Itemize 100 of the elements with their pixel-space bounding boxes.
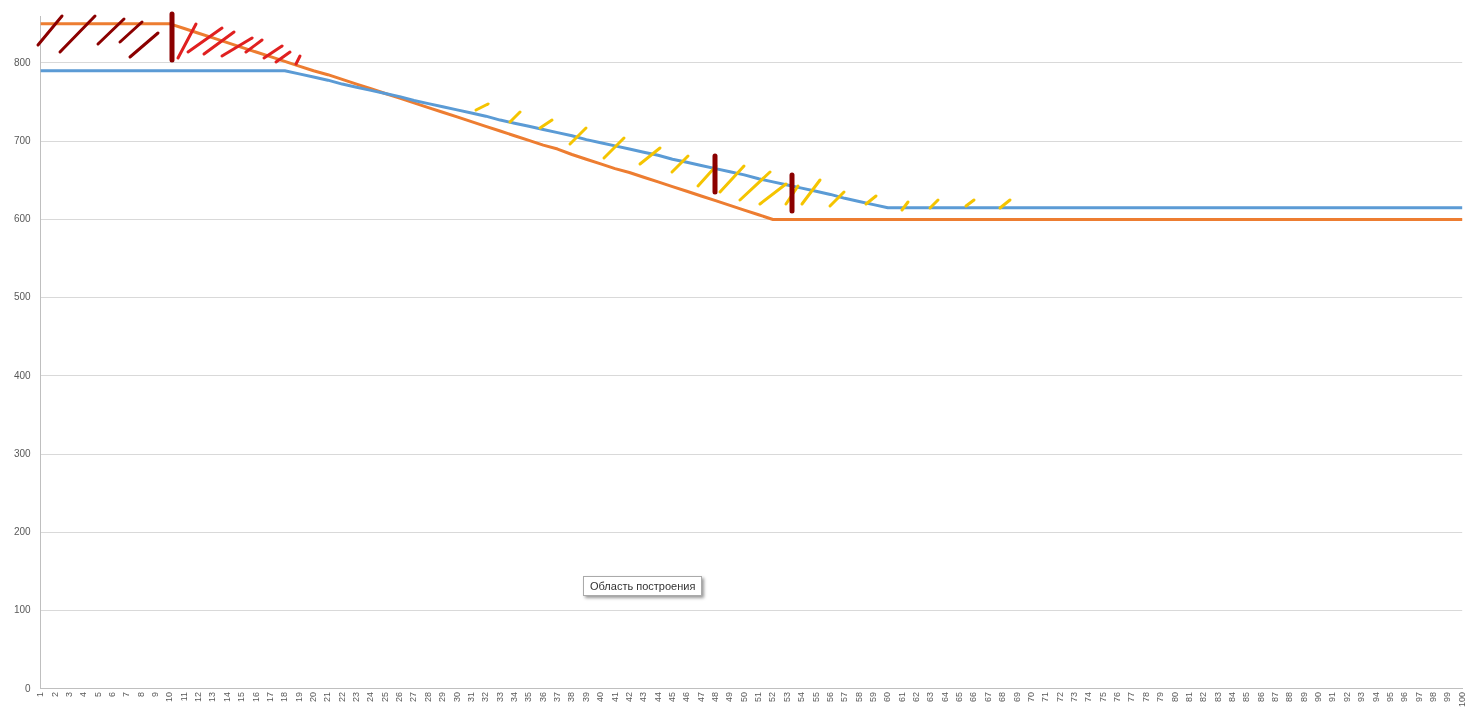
x-tick-label: 57 [839,691,850,702]
x-tick-label: 7 [121,691,132,697]
x-tick-label: 59 [867,691,878,702]
x-tick-label: 87 [1270,691,1281,702]
x-tick-label: 76 [1112,691,1123,702]
x-tick-label: 79 [1155,691,1166,702]
x-tick-label: 2 [49,691,60,697]
x-tick-label: 95 [1384,691,1395,702]
x-tick-label: 38 [566,691,577,702]
y-tick-label: 700 [14,134,32,146]
x-tick-label: 64 [939,691,950,702]
x-tick-label: 35 [523,691,534,702]
x-tick-label: 73 [1069,691,1079,702]
x-tick-label: 31 [465,691,476,702]
x-tick-label: 71 [1040,691,1051,702]
x-tick-label: 18 [279,691,290,702]
x-tick-label: 58 [853,691,864,702]
x-tick-label: 44 [652,691,663,702]
x-tick-label: 100 [1456,691,1467,708]
y-tick-label: 100 [14,604,32,616]
x-tick-label: 8 [135,691,146,697]
x-tick-label: 67 [982,691,993,702]
y-tick-label: 300 [14,447,32,459]
x-tick-label: 82 [1198,691,1209,702]
x-tick-label: 60 [882,691,893,702]
x-tick-label: 36 [537,691,548,702]
x-tick-label: 62 [911,691,922,702]
x-tick-label: 47 [695,691,706,702]
x-tick-label: 65 [954,691,965,702]
x-tick-label: 6 [106,691,117,697]
x-tick-label: 94 [1370,691,1381,702]
x-tick-label: 28 [422,691,433,702]
x-tick-label: 21 [322,691,333,702]
x-tick-label: 41 [609,691,620,702]
x-tick-label: 81 [1183,691,1194,702]
x-tick-label: 53 [781,691,792,702]
x-tick-label: 56 [824,691,835,702]
x-tick-label: 80 [1169,691,1180,702]
x-tick-label: 26 [394,691,405,702]
y-tick-label: 600 [14,213,32,225]
x-tick-label: 12 [193,691,204,702]
x-tick-label: 48 [710,691,721,702]
x-tick-label: 39 [580,691,591,702]
x-tick-label: 96 [1399,691,1410,702]
x-tick-label: 9 [150,691,161,697]
x-tick-label: 43 [638,691,649,702]
x-tick-label: 91 [1327,691,1338,702]
x-tick-label: 22 [336,691,347,702]
x-tick-label: 86 [1255,691,1266,702]
x-tick-label: 54 [796,691,807,702]
x-tick-label: 16 [250,691,261,702]
x-tick-label: 97 [1413,691,1424,702]
x-tick-label: 70 [1025,691,1036,702]
x-tick-label: 52 [767,691,778,702]
x-tick-label: 61 [896,691,907,702]
x-tick-label: 74 [1083,691,1094,702]
y-tick-label: 400 [14,369,32,381]
x-tick-label: 13 [207,691,218,702]
annotation: Область построения [583,576,703,596]
x-tick-label: 88 [1284,691,1295,702]
x-tick-label: 10 [164,691,175,702]
x-tick-label: 33 [494,691,505,702]
y-tick-label: 0 [25,682,32,694]
x-tick-label: 89 [1298,691,1309,702]
x-tick-label: 1 [35,691,46,697]
x-tick-label: 75 [1097,691,1108,702]
x-tick-label: 90 [1313,691,1324,702]
x-tick-label: 37 [552,691,563,702]
x-tick-label: 46 [681,691,692,702]
y-tick-label: 800 [14,56,32,68]
x-tick-label: 14 [221,691,232,702]
x-tick-label: 93 [1356,691,1367,702]
x-tick-label: 63 [925,691,936,702]
x-tick-label: 5 [92,691,103,697]
x-tick-label: 3 [63,691,74,697]
x-tick-label: 84 [1226,691,1237,702]
y-tick-label: 500 [14,291,32,303]
x-tick-label: 66 [968,691,979,702]
x-tick-label: 17 [264,691,275,702]
x-tick-label: 45 [666,691,677,702]
x-tick-label: 20 [307,691,318,702]
x-tick-label: 69 [1011,691,1022,702]
x-tick-label: 50 [738,691,749,702]
x-tick-label: 55 [810,691,821,702]
x-tick-label: 83 [1212,691,1223,702]
y-tick-label: 200 [14,526,32,538]
x-tick-label: 51 [753,691,764,702]
x-tick-label: 77 [1126,691,1137,702]
x-tick-label: 24 [365,691,376,702]
x-tick-label: 85 [1241,691,1252,702]
x-tick-label: 11 [178,691,189,702]
x-tick-label: 72 [1054,691,1065,702]
x-tick-label: 32 [480,691,491,702]
x-tick-label: 23 [351,691,362,702]
x-tick-label: 40 [595,691,606,702]
x-tick-label: 34 [509,691,520,702]
x-tick-label: 25 [379,691,390,702]
x-tick-label: 99 [1442,691,1453,702]
x-tick-label: 15 [236,691,247,702]
x-tick-label: 29 [437,691,448,702]
